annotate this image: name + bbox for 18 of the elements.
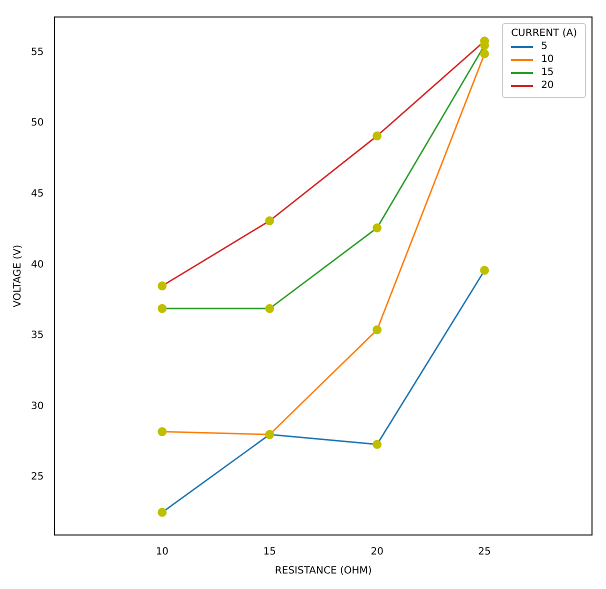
y-tick-label: 25 <box>30 472 44 483</box>
x-tick-label: 20 <box>370 546 384 558</box>
y-axis-title: VOLTAGE (V) <box>12 244 24 308</box>
legend-label: 20 <box>541 80 554 91</box>
legend-label: 10 <box>541 54 554 65</box>
x-axis-title: RESISTANCE (OHM) <box>274 566 372 577</box>
y-tick-label: 50 <box>30 118 44 129</box>
y-tick-label: 55 <box>30 46 44 58</box>
y-tick-label: 40 <box>30 259 44 270</box>
legend-label: 5 <box>541 41 548 52</box>
y-tick-label: 30 <box>30 400 44 412</box>
y-tick-label: 45 <box>30 188 44 200</box>
legend-label: 15 <box>541 67 554 78</box>
x-tick-label: 25 <box>478 546 491 558</box>
legend-title: CURRENT (A) <box>511 28 577 39</box>
y-tick-label: 35 <box>30 330 44 342</box>
x-tick-label: 10 <box>156 546 169 558</box>
x-tick-label: 15 <box>263 546 276 558</box>
